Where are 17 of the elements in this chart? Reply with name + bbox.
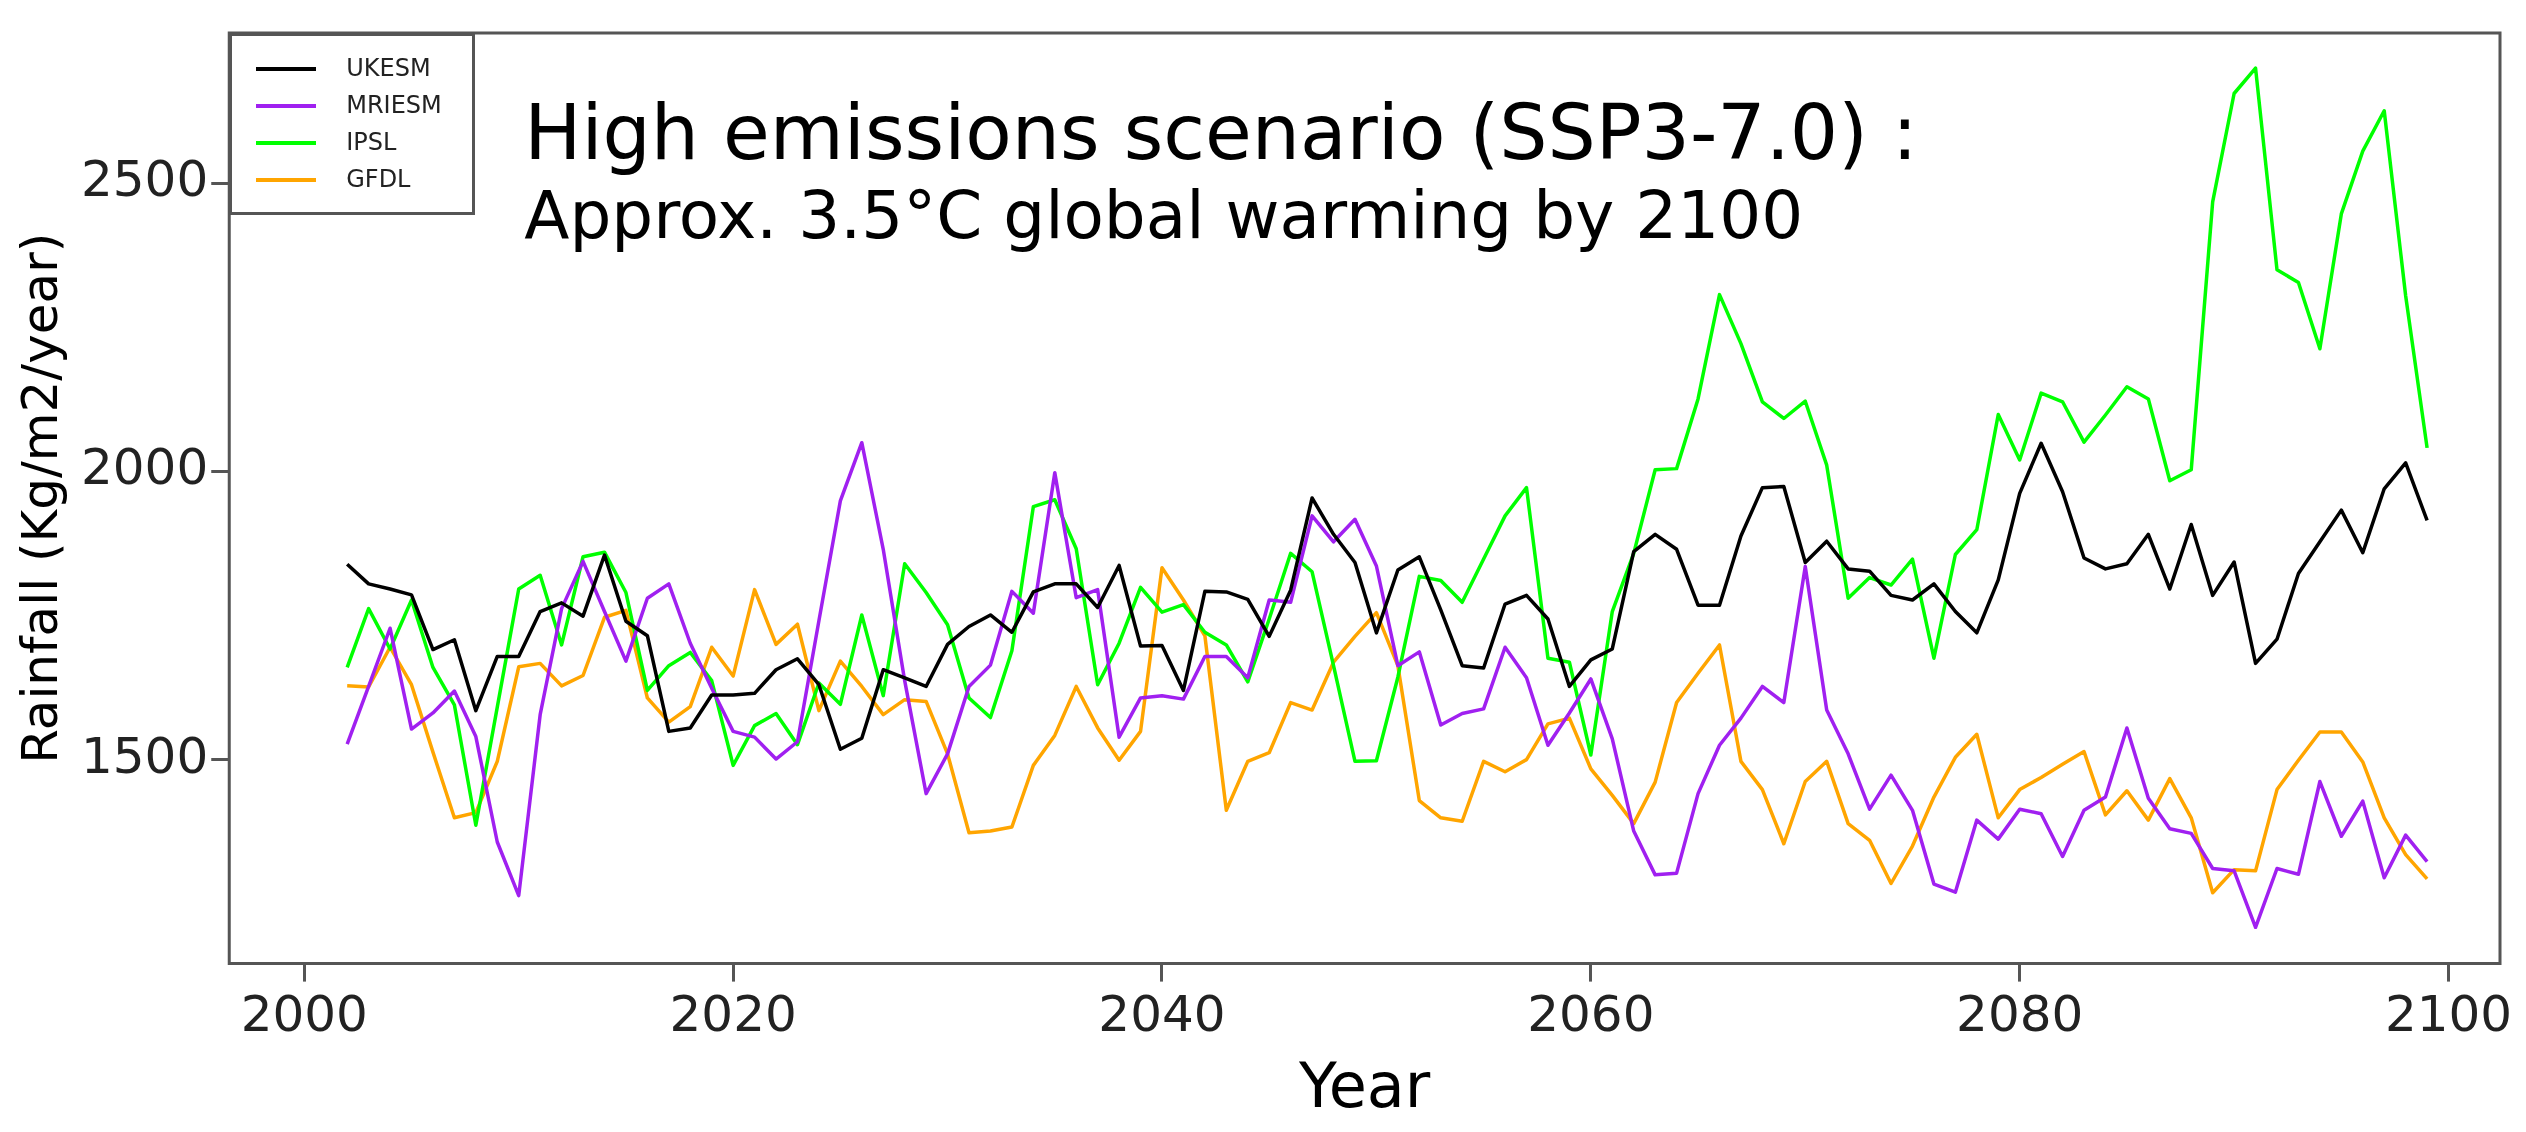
legend-label: GFDL	[346, 164, 411, 195]
x-tick-label: 2060	[1527, 984, 1655, 1043]
legend-label: IPSL	[346, 127, 397, 158]
x-axis-title: Year	[1297, 1048, 1431, 1122]
y-axis-title: Rainfall (Kg/m2/year)	[10, 232, 69, 764]
annotation: Approx. 3.5°C global warming by 2100	[524, 177, 1805, 254]
y-tick-label: 2000	[81, 438, 209, 497]
legend-label: MRIESM	[346, 90, 442, 121]
annotation: High emissions scenario (SSP3-7.0) :	[524, 88, 1918, 177]
y-tick-label: 2500	[81, 150, 209, 209]
legend-label: UKESM	[346, 53, 431, 84]
x-tick-label: 2020	[669, 984, 797, 1043]
x-tick-label: 2000	[240, 984, 368, 1043]
y-tick-label: 1500	[81, 726, 209, 785]
x-tick-label: 2100	[2384, 984, 2513, 1043]
x-tick-label: 2080	[1956, 984, 2084, 1043]
x-tick-label: 2040	[1098, 984, 1226, 1043]
